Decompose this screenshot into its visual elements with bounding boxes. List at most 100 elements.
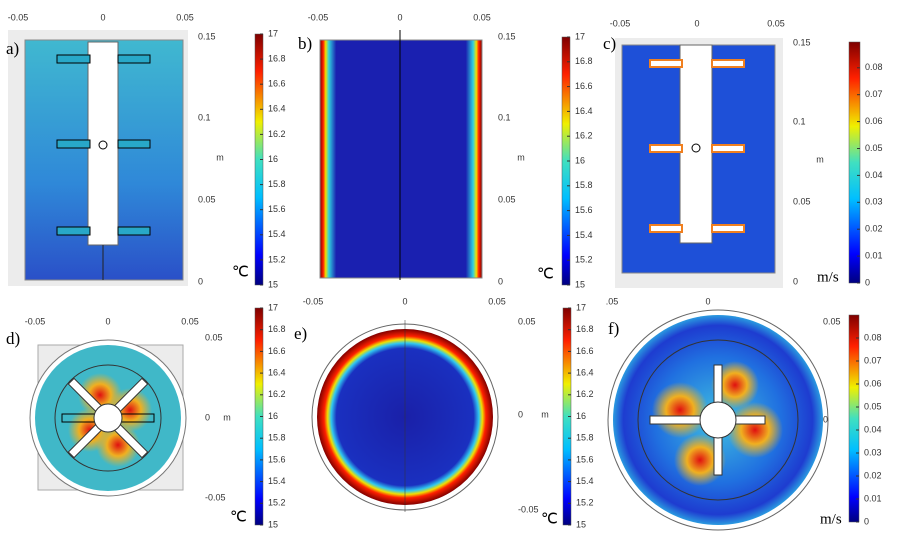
colorbar-tick-label: 16.6 (576, 346, 594, 356)
colorbar-unit: m/s (817, 269, 839, 285)
axis-tick-label: 0.05 (793, 196, 811, 206)
colorbar-tick-label: 0.06 (865, 116, 883, 126)
axis-tick-label: 0 (100, 12, 105, 22)
colorbar-tick-label: 0 (864, 516, 869, 526)
colorbar-tick-label: 15 (268, 519, 278, 529)
colorbar-tick-label: 15.2 (575, 255, 593, 265)
colorbar-tick-label: 16.2 (268, 389, 286, 399)
colorbar-tick-label: 17 (576, 302, 586, 312)
axis-unit: m (223, 412, 231, 422)
axis-tick-label: 0 (402, 296, 407, 306)
axis-tick-label: 0.15 (793, 37, 811, 47)
colorbar-tick-label: 17 (268, 28, 278, 38)
colorbar-tick-label: 17 (575, 31, 585, 41)
colorbar-unit: ℃ (232, 264, 249, 280)
colorbar-tick-label: 16.6 (268, 346, 286, 356)
colorbar (848, 314, 860, 523)
colorbar-tick-label: 15.4 (268, 476, 286, 486)
colorbar-tick-label: 15.8 (268, 433, 286, 443)
axis-unit: m (816, 154, 824, 164)
axis-tick-label: .05 (606, 296, 619, 306)
colorbar-tick-label: 15.8 (575, 180, 593, 190)
panel-label: c) (603, 34, 616, 53)
panel-c-image (615, 38, 783, 288)
colorbar-unit: ℃ (230, 509, 247, 525)
colorbar-tick-label: 16.8 (576, 324, 594, 334)
colorbar-tick-label: 15 (268, 279, 278, 289)
colorbar-tick-label: 15 (576, 519, 586, 529)
axis-tick-label: -0.05 (8, 12, 29, 22)
axis-tick-label: 0 (518, 409, 523, 419)
axis-tick-label: 0 (705, 296, 710, 306)
colorbar-tick-label: 0.05 (865, 143, 883, 153)
axis-tick-label: -0.05 (25, 316, 46, 326)
colorbar-tick-label: 0.02 (865, 224, 883, 234)
panel-label: d) (6, 329, 20, 348)
colorbar-tick-label: 15.2 (268, 498, 286, 508)
colorbar-tick-label: 15.4 (268, 229, 286, 239)
axis-tick-label: 0.15 (498, 31, 516, 41)
colorbar-tick-label: 0.07 (865, 89, 883, 99)
panel-label: f) (608, 319, 619, 338)
colorbar-tick-label: 16.4 (576, 367, 594, 377)
axis-tick-label: 0.05 (205, 332, 223, 342)
axis-tick-label: 0 (498, 276, 503, 286)
colorbar-tick-label: 16 (268, 154, 278, 164)
panel-b-image (319, 30, 483, 280)
axis-tick-label: 0.1 (198, 112, 211, 122)
panel-a-image (8, 30, 188, 286)
axis-unit: m (216, 152, 224, 162)
colorbar (848, 41, 861, 284)
colorbar-tick-label: 15.8 (576, 433, 594, 443)
colorbar-tick-label: 16.8 (268, 53, 286, 63)
axis-tick-label: 0.05 (473, 12, 491, 22)
panel-d-image (29, 339, 187, 497)
colorbar-tick-label: 16.6 (268, 79, 286, 89)
axis-tick-label: 0.05 (181, 316, 199, 326)
colorbar-tick-label: 15.4 (575, 230, 593, 240)
colorbar-unit: ℃ (537, 266, 554, 282)
colorbar-tick-label: 15.6 (268, 454, 286, 464)
colorbar-tick-label: 0.07 (864, 355, 882, 365)
colorbar-tick-label: 0.01 (864, 493, 882, 503)
axis-tick-label: 0.1 (793, 116, 806, 126)
axis-tick-label: 0 (694, 18, 699, 28)
colorbar-tick-label: 16.8 (575, 56, 593, 66)
colorbar-tick-label: 16 (575, 155, 585, 165)
axis-tick-label: -0.05 (303, 296, 324, 306)
colorbar-tick-label: 15 (575, 279, 585, 289)
panel-label: a) (6, 39, 19, 58)
colorbar-tick-label: 16 (268, 411, 278, 421)
colorbar-tick-label: 0.04 (865, 170, 883, 180)
colorbar-tick-label: 0.02 (864, 470, 882, 480)
colorbar-tick-label: 16.6 (575, 81, 593, 91)
colorbar-tick-label: 0.03 (864, 447, 882, 457)
colorbar-tick-label: 15.6 (575, 205, 593, 215)
colorbar-unit: ℃ (541, 511, 558, 527)
axis-tick-label: 0.15 (198, 31, 216, 41)
axis-tick-label: -0.05 (308, 12, 329, 22)
axis-tick-label: 0.05 (823, 316, 841, 326)
axis-tick-label: 0.1 (498, 112, 511, 122)
colorbar-tick-label: 0.03 (865, 197, 883, 207)
axis-unit: m (541, 409, 549, 419)
colorbar-tick-label: 16.2 (268, 129, 286, 139)
colorbar-tick-label: 0.06 (864, 378, 882, 388)
panel-label: b) (298, 34, 312, 53)
colorbar-unit: m/s (820, 511, 842, 527)
axis-tick-label: 0.05 (498, 194, 516, 204)
colorbar-tick-label: 16.4 (575, 106, 593, 116)
colorbar-tick-label: 0.08 (864, 332, 882, 342)
colorbar-tick-label: 16.2 (575, 131, 593, 141)
panel-label: e) (294, 324, 307, 343)
axis-tick-label: -0.05 (518, 504, 539, 514)
colorbar-tick-label: 15.4 (576, 476, 594, 486)
axis-tick-label: 0.05 (767, 18, 785, 28)
colorbar-tick-label: 16.2 (576, 389, 594, 399)
colorbar-tick-label: 0.01 (865, 250, 883, 260)
colorbar-tick-label: 0.04 (864, 424, 882, 434)
colorbar-tick-label: 16 (576, 411, 586, 421)
axis-unit: m (517, 152, 525, 162)
axis-tick-label: 0.05 (488, 296, 506, 306)
